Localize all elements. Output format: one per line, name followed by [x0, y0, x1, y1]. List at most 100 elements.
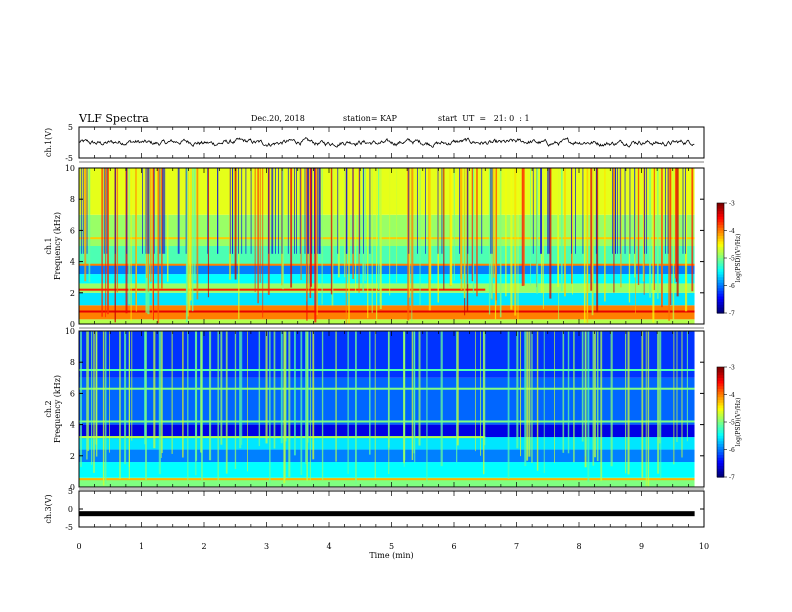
- burst-mark: [241, 331, 243, 445]
- burst-mark: [88, 168, 91, 283]
- burst-mark: [396, 168, 398, 283]
- burst-mark: [581, 331, 584, 442]
- burst-mark: [604, 168, 606, 302]
- burst-mark: [355, 331, 357, 485]
- burst-mark: [217, 331, 219, 484]
- dropout-mark: [271, 168, 273, 254]
- spectral-band: [79, 377, 695, 425]
- dropout-mark: [126, 168, 128, 254]
- burst-mark: [84, 168, 87, 282]
- colorbar-segment: [717, 244, 724, 248]
- start-time-label: start UT = 21: 0 : 1: [438, 114, 530, 123]
- narrowband-line: [79, 237, 695, 240]
- colorbar-segment: [717, 266, 724, 270]
- burst-mark: [510, 168, 513, 310]
- dropout-mark: [296, 168, 297, 254]
- colorbar-segment: [717, 302, 724, 306]
- dropout-mark: [615, 168, 616, 254]
- y-tick-label: 0: [70, 483, 75, 492]
- burst-mark: [418, 331, 421, 446]
- y-tick-label: 0: [70, 320, 75, 329]
- burst-mark: [309, 331, 311, 483]
- station-label: station= KAP: [343, 114, 397, 123]
- colorbar-segment: [717, 452, 724, 456]
- burst-mark: [483, 331, 486, 446]
- narrowband-line: [79, 387, 695, 390]
- burst-mark: [554, 331, 555, 463]
- burst-mark: [86, 331, 88, 460]
- dropout-mark: [665, 168, 666, 254]
- burst-mark: [520, 331, 522, 457]
- y-tick-label: 0: [68, 505, 73, 514]
- burst-mark: [145, 331, 147, 480]
- dropout-mark: [532, 168, 534, 254]
- colorbar-segment: [717, 435, 724, 440]
- colorbar-segment: [717, 394, 724, 398]
- x-tick-label: 0: [76, 542, 81, 551]
- dropout-mark: [287, 168, 289, 254]
- colorbar-segment: [717, 230, 724, 234]
- y-tick-label: 4: [70, 421, 75, 430]
- burst-mark: [293, 331, 296, 456]
- dropout-mark: [299, 168, 301, 254]
- burst-mark: [495, 168, 498, 301]
- burst-mark: [95, 331, 98, 457]
- burst-mark: [369, 331, 371, 455]
- burst-mark: [453, 168, 455, 281]
- burst-mark: [691, 168, 694, 292]
- spectral-band: [79, 424, 695, 438]
- dropout-mark: [437, 168, 439, 254]
- dropout-mark: [86, 168, 88, 254]
- y-tick-label: 8: [70, 195, 75, 204]
- burst-mark: [194, 331, 197, 476]
- dropout-mark: [547, 168, 549, 254]
- spectral-band: [79, 283, 695, 293]
- dropout-mark: [268, 168, 270, 254]
- burst-mark: [265, 331, 268, 444]
- colorbar-tick-label: -3: [729, 365, 735, 372]
- colorbar-segment: [717, 236, 724, 240]
- y-tick-label: 6: [70, 226, 75, 235]
- dropout-mark: [541, 168, 542, 254]
- spectral-band: [79, 246, 695, 265]
- dropout-mark: [548, 168, 550, 254]
- y-tick-label: 10: [65, 327, 75, 336]
- dropout-mark: [459, 168, 460, 254]
- dropout-mark: [82, 168, 84, 254]
- colorbar-segment: [717, 400, 724, 404]
- colorbar-segment: [717, 372, 724, 376]
- burst-mark: [152, 168, 154, 321]
- burst-mark: [564, 168, 566, 297]
- dropout-mark: [103, 168, 105, 254]
- burst-mark: [146, 168, 148, 278]
- dropout-mark: [308, 168, 309, 254]
- dropout-mark: [345, 168, 347, 254]
- colorbar-segment: [717, 424, 724, 429]
- frequency-axis-label: Frequency (kHz): [53, 375, 62, 443]
- burst-mark: [557, 168, 560, 288]
- x-tick-label: 6: [451, 542, 456, 551]
- dropout-mark: [319, 168, 321, 254]
- burst-mark: [660, 168, 663, 308]
- burst-mark: [686, 331, 688, 442]
- colorbar-segment: [717, 225, 724, 229]
- burst-mark: [480, 331, 482, 456]
- burst-mark: [371, 168, 373, 314]
- colorbar-2: -3 -4 -5 -6 -7 log(PSD)(V²/Hz): [716, 365, 742, 482]
- colorbar-segment: [717, 307, 724, 311]
- dropout-mark: [685, 168, 686, 254]
- colorbar-segment: [717, 389, 724, 393]
- burst-mark: [517, 168, 519, 324]
- burst-mark: [171, 331, 173, 454]
- burst-mark: [160, 331, 162, 459]
- colorbar-segment: [717, 408, 724, 412]
- burst-mark: [524, 331, 527, 467]
- dropout-mark: [318, 168, 320, 254]
- burst-mark: [403, 331, 406, 464]
- burst-mark: [284, 331, 286, 480]
- burst-mark: [488, 168, 491, 315]
- dropout-mark: [595, 168, 597, 254]
- burst-mark: [101, 168, 103, 317]
- burst-mark: [463, 168, 466, 299]
- burst-mark: [530, 168, 532, 286]
